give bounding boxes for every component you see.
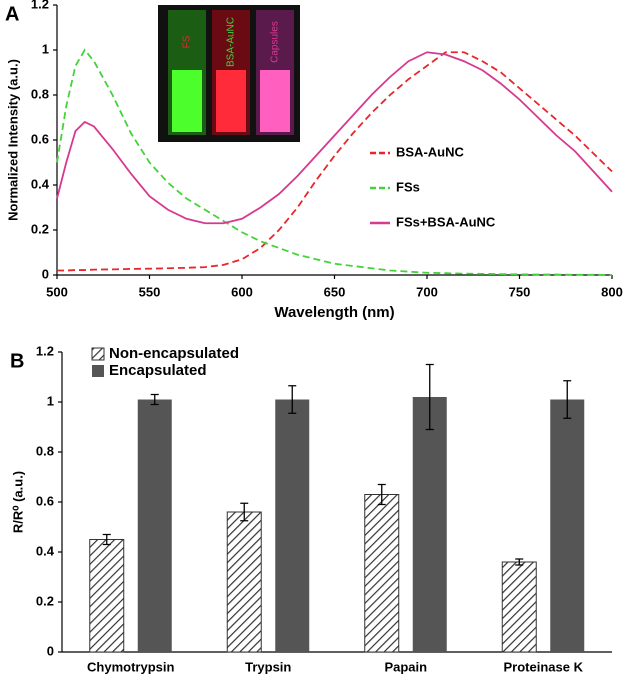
inset-photo (158, 5, 300, 142)
error-bar (240, 502, 249, 522)
legend-label: Non-encapsulated (109, 345, 239, 362)
x-tick-label: 500 (46, 284, 68, 299)
x-tick-label: Trypsin (245, 659, 291, 674)
inset-label: Capsules (270, 21, 281, 63)
bar (412, 397, 447, 652)
y-tick-label: 0.2 (36, 593, 54, 608)
legend-label: FSs (396, 179, 420, 194)
error-bar (150, 393, 159, 406)
y-tick-label: 1 (42, 41, 49, 56)
error-bar (563, 380, 572, 419)
y-tick-label: 0.2 (31, 221, 49, 236)
bar (550, 399, 585, 652)
bar (275, 399, 310, 652)
legend-swatch (91, 347, 105, 361)
error-bar (102, 533, 111, 546)
y-axis-label: R/R⁰ (a.u.) (10, 471, 25, 533)
y-tick-label: 0.8 (36, 443, 54, 458)
series-line (56, 51, 613, 225)
y-tick-label: 0.6 (36, 493, 54, 508)
y-tick-label: 1.2 (31, 0, 49, 11)
x-tick-label: 750 (509, 284, 531, 299)
inset-label: BSA-AuNC (226, 17, 237, 67)
y-tick-label: 0.4 (31, 176, 50, 191)
x-tick-label: 550 (139, 284, 161, 299)
error-bar (288, 385, 297, 414)
y-tick-label: 0.6 (31, 131, 49, 146)
y-tick-label: 1.2 (36, 343, 54, 358)
x-tick-label: 650 (324, 284, 346, 299)
bar (89, 539, 125, 653)
panel-label: B (10, 350, 24, 372)
x-axis-label: Wavelength (nm) (274, 304, 394, 321)
bar (137, 399, 172, 652)
error-bar (515, 558, 524, 566)
y-tick-label: 0.4 (36, 543, 55, 558)
x-tick-label: 700 (416, 284, 438, 299)
x-tick-label: 600 (231, 284, 253, 299)
x-tick-label: Papain (384, 659, 427, 674)
legend-swatch (92, 365, 104, 377)
inset-label: FS (182, 35, 193, 48)
x-tick-label: 800 (601, 284, 623, 299)
y-axis-label: Normalized Intensity (a.u.) (5, 59, 20, 221)
bar (364, 494, 400, 653)
series-line (57, 51, 613, 272)
error-bar (425, 363, 434, 431)
y-tick-label: 0 (42, 266, 49, 281)
x-tick-label: Proteinase K (504, 659, 584, 674)
y-tick-label: 0 (47, 643, 54, 658)
bar (501, 561, 537, 653)
bar (226, 511, 262, 653)
y-tick-label: 0.8 (31, 86, 49, 101)
legend-label: BSA-AuNC (396, 144, 464, 159)
x-tick-label: Chymotrypsin (87, 659, 174, 674)
legend-label: Encapsulated (109, 362, 207, 379)
panel-label: A (5, 3, 19, 25)
error-bar (377, 483, 386, 506)
legend-label: FSs+BSA-AuNC (396, 214, 496, 229)
y-tick-label: 1 (47, 393, 54, 408)
series-line (56, 48, 613, 276)
